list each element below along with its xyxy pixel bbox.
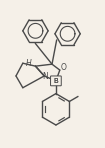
Text: B: B <box>54 78 58 84</box>
Text: N: N <box>42 72 48 81</box>
Text: B: B <box>54 78 58 84</box>
FancyBboxPatch shape <box>51 76 61 86</box>
Text: O: O <box>61 63 67 72</box>
Text: H: H <box>26 59 31 68</box>
